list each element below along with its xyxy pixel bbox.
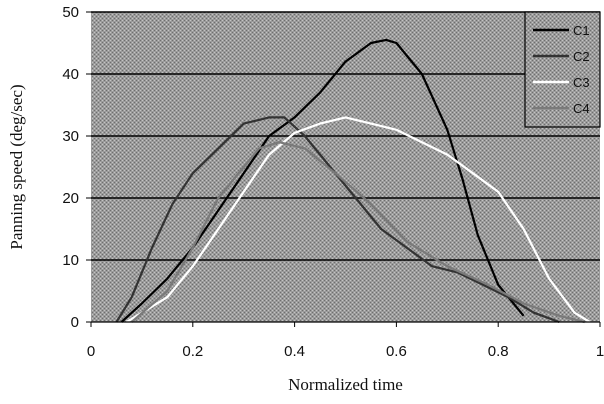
y-tick-label: 40	[62, 66, 79, 83]
legend-label-c2: C2	[573, 49, 590, 64]
tick-labels: 0 10 20 30 40 50 0 0.2 0.4 0.6 0.8 1	[62, 4, 604, 360]
y-axis-title: Panning speed (deg/sec)	[7, 84, 26, 249]
x-tick-label: 0.4	[284, 343, 305, 360]
y-tick-label: 10	[62, 252, 79, 269]
legend-label-c4: C4	[573, 101, 590, 116]
x-axis-title: Normalized time	[288, 375, 403, 394]
legend: C1 C2 C3 C4	[524, 11, 601, 128]
series-line-c4	[130, 141, 585, 324]
y-tick-label: 50	[62, 4, 79, 21]
legend-label-c3: C3	[573, 75, 590, 90]
x-tick-label: 0.6	[386, 343, 407, 360]
y-tick-label: 20	[62, 190, 79, 207]
y-tick-label: 0	[71, 314, 79, 331]
series-lines	[115, 38, 591, 324]
plot-area	[91, 12, 600, 322]
series-line-c3	[126, 116, 591, 323]
series-line-c2	[115, 116, 560, 324]
x-tick-label: 0.8	[488, 343, 509, 360]
legend-label-c1: C1	[573, 23, 590, 38]
x-tick-label: 1	[596, 343, 604, 360]
x-tick-label: 0.2	[182, 343, 203, 360]
y-tick-label: 30	[62, 128, 79, 145]
x-tick-label: 0	[87, 343, 95, 360]
